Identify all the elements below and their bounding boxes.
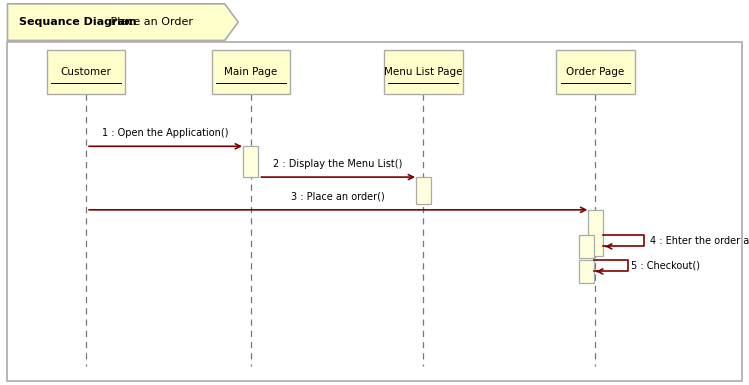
FancyBboxPatch shape: [579, 235, 594, 258]
FancyBboxPatch shape: [579, 260, 594, 283]
Text: Order Page: Order Page: [566, 67, 625, 77]
FancyBboxPatch shape: [383, 50, 462, 94]
FancyBboxPatch shape: [7, 42, 742, 381]
FancyBboxPatch shape: [243, 146, 258, 177]
FancyBboxPatch shape: [212, 50, 291, 94]
FancyBboxPatch shape: [556, 50, 635, 94]
Text: 4 : Ehter the order amount(): 4 : Ehter the order amount(): [650, 236, 749, 246]
FancyBboxPatch shape: [588, 210, 603, 256]
Text: 3 : Place an order(): 3 : Place an order(): [291, 191, 385, 201]
Text: Main Page: Main Page: [224, 67, 278, 77]
Text: Sequance Diagram: Sequance Diagram: [19, 17, 136, 27]
Text: Customer: Customer: [61, 67, 112, 77]
Text: Place an Order: Place an Order: [107, 17, 193, 27]
Text: 5 : Checkout(): 5 : Checkout(): [631, 261, 700, 271]
Text: 2 : Display the Menu List(): 2 : Display the Menu List(): [273, 159, 403, 169]
FancyBboxPatch shape: [416, 177, 431, 204]
FancyBboxPatch shape: [46, 50, 125, 94]
Polygon shape: [7, 4, 238, 40]
Text: Menu List Page: Menu List Page: [384, 67, 462, 77]
Text: 1 : Open the Application(): 1 : Open the Application(): [103, 128, 228, 138]
